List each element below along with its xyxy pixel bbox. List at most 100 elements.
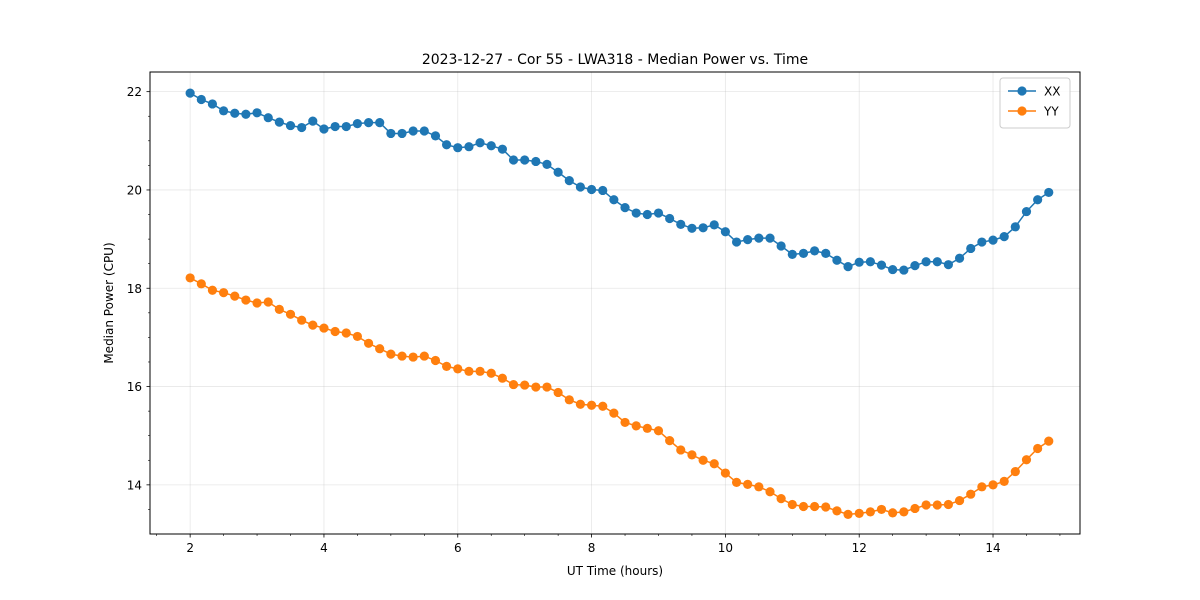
data-point-xx	[709, 220, 719, 230]
legend-marker-xx	[1017, 86, 1027, 96]
data-point-yy	[586, 400, 597, 410]
data-point-yy	[230, 291, 240, 301]
data-point-yy	[352, 331, 363, 342]
data-point-xx	[720, 227, 730, 237]
y-axis-label: Median Power (CPU)	[102, 242, 116, 363]
data-point-xx	[665, 213, 675, 224]
data-point-yy	[609, 408, 619, 418]
data-point-xx	[653, 208, 664, 218]
data-point-yy	[564, 395, 574, 405]
data-point-yy	[687, 450, 697, 460]
data-point-yy	[865, 507, 875, 517]
data-point-xx	[196, 94, 206, 105]
data-point-xx	[676, 219, 686, 229]
data-point-xx	[754, 233, 764, 243]
legend-marker-yy	[1017, 106, 1027, 116]
data-point-yy	[809, 501, 820, 512]
data-point-yy	[408, 352, 418, 362]
data-point-xx	[285, 120, 296, 131]
data-point-xx	[441, 140, 452, 150]
data-point-xx	[263, 113, 273, 123]
legend: XX YY	[999, 77, 1071, 129]
data-point-yy	[375, 344, 385, 354]
data-point-yy	[899, 507, 909, 517]
data-point-xx	[865, 257, 875, 267]
data-point-yy	[743, 479, 753, 489]
data-point-yy	[720, 468, 730, 478]
data-point-xx	[586, 184, 597, 195]
data-point-yy	[954, 495, 965, 506]
x-tick-label: 12	[852, 541, 867, 555]
legend-label-yy: YY	[1043, 105, 1059, 119]
data-point-yy	[263, 297, 273, 307]
data-point-xx	[921, 257, 931, 267]
data-point-yy	[430, 355, 441, 366]
data-point-yy	[419, 351, 429, 361]
data-point-xx	[408, 126, 418, 136]
data-point-xx	[218, 106, 229, 116]
y-tick-label: 20	[127, 183, 142, 197]
data-point-yy	[620, 417, 630, 428]
data-point-yy	[397, 351, 407, 361]
data-point-xx	[508, 155, 519, 165]
data-point-xx	[966, 243, 976, 254]
data-point-xx	[252, 108, 262, 118]
data-point-xx	[341, 121, 351, 132]
data-point-xx	[520, 155, 530, 165]
data-point-yy	[252, 298, 262, 308]
series-xx	[185, 88, 1054, 275]
x-tick-label: 10	[718, 541, 733, 555]
plot-frame	[149, 71, 1081, 535]
data-point-yy	[196, 279, 206, 289]
data-point-yy	[274, 304, 284, 314]
data-point-xx	[553, 167, 563, 177]
data-point-yy	[653, 426, 664, 436]
data-point-xx	[620, 203, 630, 213]
data-point-xx	[297, 122, 307, 133]
data-point-xx	[1033, 195, 1043, 205]
data-point-yy	[876, 504, 887, 515]
data-point-xx	[731, 237, 742, 247]
data-point-xx	[910, 261, 920, 271]
chart-title: 2023-12-27 - Cor 55 - LWA318 - Median Po…	[422, 52, 808, 68]
series-yy	[185, 273, 1054, 519]
data-point-xx	[598, 185, 608, 196]
data-point-yy	[1021, 455, 1032, 465]
data-point-xx	[943, 260, 953, 270]
data-point-xx	[999, 232, 1009, 242]
data-point-xx	[207, 99, 218, 109]
data-point-yy	[363, 338, 374, 348]
data-point-yy	[218, 288, 229, 298]
data-point-xx	[531, 156, 541, 167]
legend-label-xx: XX	[1044, 85, 1060, 99]
data-point-yy	[598, 401, 608, 411]
data-point-xx	[876, 260, 887, 270]
data-point-yy	[854, 508, 864, 518]
data-point-xx	[230, 108, 240, 118]
data-point-xx	[888, 264, 898, 275]
data-point-yy	[207, 285, 218, 295]
data-point-xx	[386, 128, 396, 139]
data-point-xx	[977, 237, 987, 247]
data-point-yy	[988, 480, 998, 490]
data-point-yy	[910, 503, 920, 514]
data-point-yy	[330, 326, 340, 337]
data-point-yy	[977, 482, 987, 492]
data-point-yy	[464, 366, 474, 376]
data-point-yy	[1010, 466, 1020, 477]
data-point-xx	[821, 248, 831, 258]
data-point-xx	[430, 131, 441, 141]
data-point-yy	[821, 502, 831, 512]
data-point-yy	[665, 436, 675, 446]
data-point-yy	[185, 273, 195, 283]
data-point-yy	[319, 323, 329, 333]
data-point-xx	[1044, 187, 1054, 198]
data-point-yy	[776, 494, 786, 504]
data-point-yy	[308, 320, 318, 330]
data-point-yy	[698, 455, 708, 465]
data-point-yy	[1044, 436, 1054, 446]
y-tick-label: 18	[127, 282, 142, 296]
data-point-xx	[308, 116, 318, 126]
data-point-xx	[241, 109, 251, 119]
